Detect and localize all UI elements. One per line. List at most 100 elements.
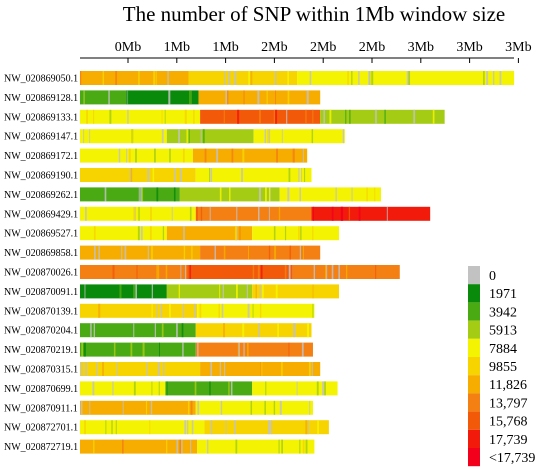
x-axis-ticks: 0Mb 1Mb 1Mb 2Mb 2Mb 2Mb 3Mb 3Mb 3Mb [115,40,532,63]
density-stripe [304,168,306,182]
density-stripe [275,109,278,124]
density-stripe [322,381,325,396]
density-segment [253,129,345,144]
density-stripe [305,420,308,435]
legend-label: 5913 [489,324,517,339]
density-stripe [159,342,160,357]
density-segment [195,206,312,221]
density-stripe [345,265,348,279]
density-stripe [160,303,163,318]
density-stripe [80,400,83,415]
density-segment [80,284,167,299]
density-segment [297,71,515,85]
density-stripe [183,226,185,241]
density-stripe [89,129,91,144]
density-stripe [81,342,83,357]
density-stripe [93,323,95,338]
density-stripe [93,226,96,241]
density-stripe [188,90,191,105]
density-stripe [288,265,291,279]
density-stripe [284,265,287,279]
density-stripe [126,90,128,105]
sequence-label: NW_020869429.1 [4,209,78,220]
density-stripe [375,265,377,279]
legend-label: 3942 [489,305,517,320]
density-stripe [109,109,112,124]
sequence-row: NW_020870219.1 [4,342,313,357]
density-stripe [93,109,95,124]
density-stripe [274,71,277,85]
density-stripe [133,284,136,299]
sequence-row: NW_020869128.1 [4,90,321,105]
density-stripe [279,400,282,415]
x-tick-label: 2Mb [261,40,287,55]
density-stripe [197,400,200,415]
density-stripe [119,284,122,299]
sequence-row: NW_020869262.1 [4,187,381,202]
density-stripe [169,303,171,318]
density-stripe [209,168,211,182]
density-stripe [298,226,300,241]
density-stripe [300,226,302,241]
density-stripe [331,206,334,221]
density-segment [195,168,312,182]
density-stripe [187,420,189,435]
density-stripe [229,187,231,202]
density-stripe [311,362,313,376]
density-stripe [223,323,226,338]
density-stripe [80,71,82,85]
density-stripe [300,168,303,182]
density-stripe [161,323,164,338]
density-stripe [231,148,234,163]
density-stripe [287,187,290,202]
density-segment [192,148,308,163]
legend-label: <17,739 [489,451,535,466]
density-stripe [259,265,261,279]
sequence-label: NW_020869190.1 [4,171,78,182]
density-stripe [121,245,123,260]
density-segment [80,400,196,415]
density-stripe [178,284,180,299]
sequence-label: NW_020869262.1 [4,190,78,201]
density-stripe [302,148,304,163]
density-segment [320,109,445,124]
density-stripe [288,168,291,182]
density-stripe [115,420,117,435]
density-stripe [375,109,377,124]
density-stripe [347,71,349,85]
density-stripe [316,381,319,396]
density-stripe [281,129,283,144]
density-stripe [204,148,207,163]
density-stripe [200,129,202,144]
density-stripe [227,90,229,105]
density-stripe [137,226,140,241]
density-stripe [165,265,168,279]
density-segment [80,420,205,435]
density-stripe [258,187,261,202]
sequence-row: NW_020872719.1 [4,439,315,454]
density-stripe [432,109,435,124]
density-stripe [306,90,309,105]
density-stripe [195,206,198,221]
density-stripe [130,168,133,182]
density-stripe [83,342,86,357]
density-stripe [342,129,345,144]
density-stripe [146,362,148,376]
density-stripe [90,323,92,338]
density-stripe [104,187,107,202]
density-stripe [200,206,203,221]
density-stripe [96,362,98,376]
density-stripe [190,400,193,415]
density-stripe [259,109,261,124]
density-stripe [112,265,115,279]
density-stripe [255,284,257,299]
x-tick-label: 1Mb [212,40,238,55]
density-stripe [299,245,302,260]
density-stripe [325,265,327,279]
density-stripe [191,245,193,260]
sequence-row: NW_020869858.1 [4,245,321,260]
density-segment [198,90,321,105]
density-stripe [136,265,138,279]
density-stripe [305,109,307,124]
density-stripe [306,323,309,338]
